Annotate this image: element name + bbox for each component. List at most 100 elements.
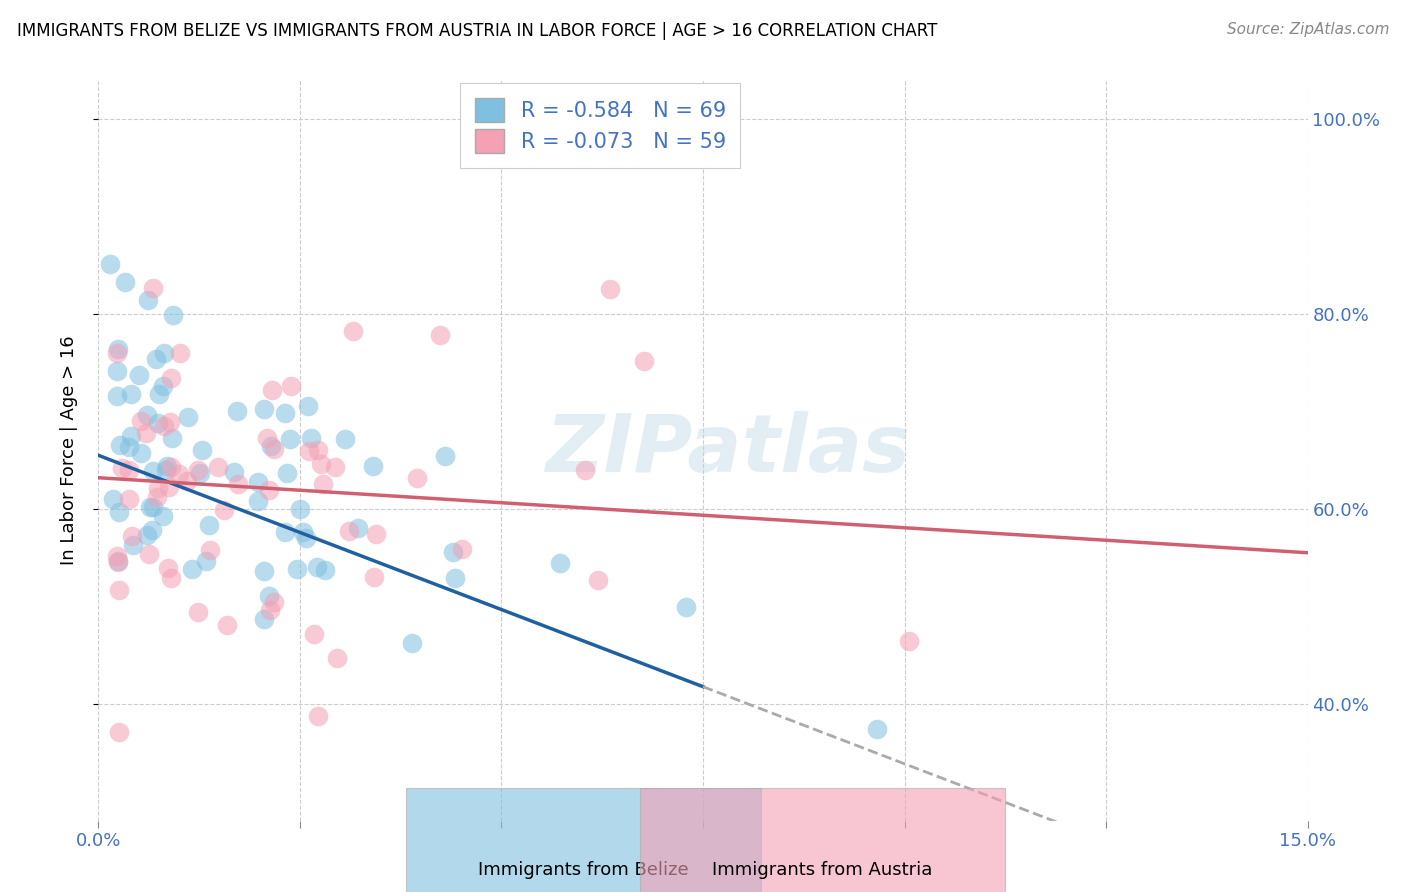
Point (253, 612, 276, 626)
Point (157, 560, 180, 574)
Text: Immigrants from Austria: Immigrants from Austria (713, 861, 932, 879)
Point (253, 402, 276, 417)
Point (599, 283, 621, 297)
Point (153, 419, 176, 434)
Point (107, 555, 129, 569)
Point (307, 709, 329, 723)
Point (105, 549, 128, 563)
Point (107, 554, 129, 568)
Point (111, 461, 134, 475)
Point (152, 509, 174, 524)
Point (135, 426, 157, 441)
Point (146, 490, 169, 504)
Point (129, 445, 152, 459)
Point (114, 276, 136, 290)
Point (169, 346, 191, 360)
Point (299, 431, 322, 445)
Point (187, 605, 209, 619)
Point (259, 589, 281, 603)
Point (136, 408, 159, 422)
Point (138, 547, 160, 561)
Point (108, 505, 131, 519)
Point (159, 415, 181, 429)
Point (148, 386, 170, 401)
Point (897, 634, 920, 648)
Point (155, 463, 177, 477)
Point (142, 464, 165, 478)
Point (194, 554, 217, 568)
Point (198, 518, 221, 533)
Point (444, 571, 467, 585)
Point (256, 431, 278, 445)
Point (176, 474, 198, 488)
Point (259, 483, 281, 498)
Point (188, 466, 211, 480)
Y-axis label: In Labor Force | Age > 16: In Labor Force | Age > 16 (59, 335, 77, 566)
Point (285, 562, 308, 576)
Point (280, 379, 302, 393)
Text: Immigrants from Belize: Immigrants from Belize (478, 861, 689, 879)
Point (298, 444, 321, 458)
Point (160, 460, 183, 475)
Point (136, 293, 159, 307)
Point (276, 466, 298, 480)
Point (311, 476, 333, 491)
Point (226, 404, 249, 418)
Point (198, 542, 221, 557)
Point (160, 571, 183, 585)
Point (217, 618, 239, 632)
Point (141, 523, 163, 537)
Point (138, 500, 160, 514)
Point (548, 556, 571, 570)
Point (429, 327, 451, 342)
Point (214, 503, 236, 517)
Point (157, 480, 180, 494)
Point (187, 463, 209, 477)
Point (307, 442, 329, 457)
Point (401, 636, 423, 650)
Point (146, 416, 169, 430)
Point (105, 346, 128, 360)
Point (260, 439, 283, 453)
Point (288, 501, 311, 516)
Point (274, 524, 297, 539)
Point (866, 722, 889, 736)
Point (314, 564, 336, 578)
Point (108, 438, 131, 452)
Point (160, 371, 183, 385)
Point (107, 342, 129, 356)
Point (302, 627, 325, 641)
Point (278, 432, 301, 446)
Point (246, 475, 269, 490)
Point (136, 528, 159, 542)
Point (118, 440, 141, 454)
Text: IMMIGRANTS FROM BELIZE VS IMMIGRANTS FROM AUSTRIA IN LABOR FORCE | AGE > 16 CORR: IMMIGRANTS FROM BELIZE VS IMMIGRANTS FRO… (17, 22, 938, 40)
Text: ZIPatlas: ZIPatlas (544, 411, 910, 490)
Point (297, 400, 319, 414)
Point (128, 368, 150, 383)
Point (190, 443, 212, 458)
Point (434, 449, 457, 463)
Point (273, 406, 295, 420)
Point (108, 725, 131, 739)
Point (145, 351, 167, 366)
Point (153, 346, 176, 360)
Point (333, 432, 356, 446)
Point (405, 471, 427, 485)
Point (675, 599, 697, 614)
Point (260, 383, 283, 397)
Point (142, 281, 165, 295)
Point (295, 531, 318, 545)
Point (107, 582, 129, 597)
Point (101, 491, 124, 506)
Point (118, 492, 141, 507)
Point (292, 525, 315, 540)
Point (259, 603, 281, 617)
Point (226, 477, 249, 491)
Point (363, 570, 385, 584)
Point (148, 481, 170, 495)
Point (325, 651, 347, 665)
Point (152, 379, 174, 393)
Point (247, 494, 270, 508)
Point (207, 460, 229, 475)
